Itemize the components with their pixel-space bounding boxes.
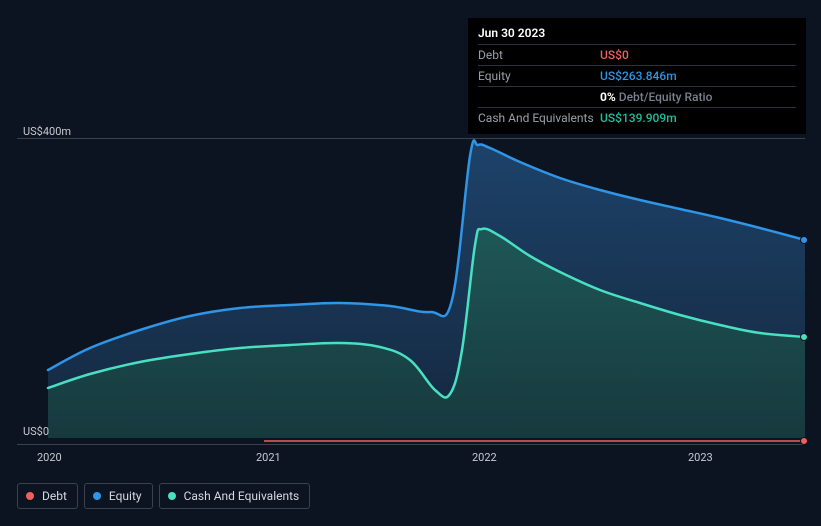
debt-end-marker — [800, 437, 808, 445]
tooltip-label: Debt — [478, 48, 600, 62]
tooltip-value: US$0 — [600, 48, 629, 62]
legend-dot-cash — [168, 492, 176, 500]
legend-item-equity[interactable]: Equity — [84, 483, 153, 509]
tooltip-row-debt: Debt US$0 — [478, 44, 796, 65]
legend-item-cash[interactable]: Cash And Equivalents — [159, 483, 311, 509]
chart-tooltip: Jun 30 2023 Debt US$0 Equity US$263.846m… — [468, 18, 806, 134]
chart-legend: Debt Equity Cash And Equivalents — [17, 483, 310, 509]
tooltip-row-equity: Equity US$263.846m — [478, 65, 796, 86]
tooltip-label: Equity — [478, 69, 600, 83]
legend-item-debt[interactable]: Debt — [17, 483, 78, 509]
x-label-2020: 2020 — [37, 451, 62, 464]
tooltip-value: 0%Debt/Equity Ratio — [600, 90, 712, 104]
equity-end-marker — [800, 236, 808, 244]
y-label-min: US$0 — [23, 425, 49, 438]
x-label-2023: 2023 — [688, 451, 713, 464]
x-label-2022: 2022 — [472, 451, 497, 464]
ratio-percent: 0% — [600, 90, 616, 104]
legend-dot-debt — [26, 492, 34, 500]
x-label-2021: 2021 — [256, 451, 281, 464]
legend-label: Debt — [42, 489, 67, 503]
tooltip-date: Jun 30 2023 — [478, 24, 796, 44]
legend-label: Cash And Equivalents — [184, 489, 300, 503]
y-label-max: US$400m — [23, 125, 71, 138]
ratio-suffix: Debt/Equity Ratio — [619, 90, 713, 104]
tooltip-label — [478, 90, 600, 104]
tooltip-value: US$263.846m — [600, 69, 677, 83]
tooltip-row-cash: Cash And Equivalents US$139.909m — [478, 107, 796, 128]
tooltip-row-ratio: 0%Debt/Equity Ratio — [478, 86, 796, 107]
tooltip-label: Cash And Equivalents — [478, 111, 600, 125]
tooltip-value: US$139.909m — [600, 111, 677, 125]
cash-end-marker — [800, 333, 808, 341]
legend-dot-equity — [93, 492, 101, 500]
legend-label: Equity — [109, 489, 142, 503]
